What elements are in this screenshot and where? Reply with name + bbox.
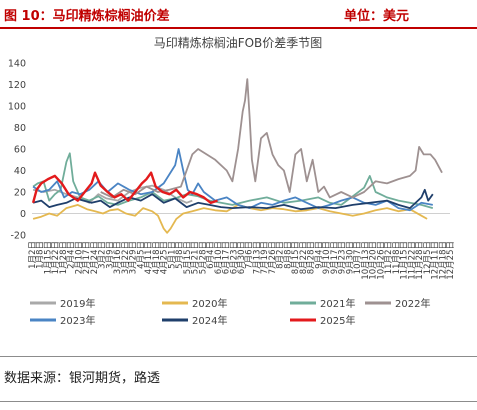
series-line-1: [32, 203, 428, 234]
x-tick-label: 2月10日: [74, 241, 84, 274]
header-divider: [0, 27, 477, 29]
x-axis: 1月2日1月8日1月15日1月22日1月28日2月4日2月10日2月17日2月2…: [28, 213, 456, 280]
x-tick-label: 5月28日: [198, 241, 208, 274]
x-tick-label: 5月21日: [191, 241, 201, 274]
y-axis: -20 0 20 40 60 80 100 120 140: [8, 59, 26, 242]
x-tick-label: 1月15日: [43, 241, 53, 274]
legend: 2019年 2020年 2021年 2022年 2023年 2024年 2025年: [30, 297, 430, 327]
chart-title: 马印精炼棕榈油FOB价差季节图: [154, 35, 323, 50]
seasonal-line-chart: 马印精炼棕榈油FOB价差季节图 -20 0 20 40 60 80 100 120 140 1月…: [8, 35, 456, 327]
data-source: 数据来源：银河期货，路透: [4, 371, 161, 386]
y-tick-label: 60: [14, 145, 26, 156]
x-tick-label: 3月16日: [113, 241, 123, 274]
x-tick-label: 11月28日: [415, 241, 425, 280]
plot-lines: [31, 78, 443, 234]
x-tick-label: 7月26日: [268, 241, 278, 274]
x-tick-label: 11月8日: [392, 241, 402, 274]
x-tick-label: 11月22日: [407, 241, 417, 280]
legend-label: 2020年: [192, 297, 227, 310]
x-tick-label: 2月4日: [67, 241, 77, 269]
x-tick-label: 7月6日: [245, 241, 255, 269]
x-tick-label: 1月2日: [28, 241, 38, 269]
x-tick-label: 8月8日: [283, 241, 293, 269]
x-tick-label: 4月5日: [136, 241, 146, 269]
unit-label: 单位：美元: [344, 9, 410, 24]
x-tick-label: 9月30日: [345, 241, 355, 274]
x-tick-label: 2月24日: [90, 241, 100, 274]
x-tick-label: 4月11日: [144, 241, 154, 274]
legend-label: 2025年: [320, 314, 355, 327]
x-tick-label: 4月18日: [152, 241, 162, 274]
figure-title: 图 10：马印精炼棕榈油价差: [4, 9, 170, 24]
y-tick-label: 100: [8, 102, 26, 113]
series-line-2: [32, 152, 434, 209]
x-tick-label: 8月28日: [307, 241, 317, 274]
legend-label: 2022年: [395, 297, 430, 310]
x-tick-label: 6月10日: [214, 241, 224, 274]
series-line-4: [32, 148, 433, 212]
x-tick-label: 11月15日: [400, 241, 410, 280]
x-tick-label: 12月25日: [446, 241, 456, 280]
y-tick-label: 80: [14, 123, 26, 134]
x-tick-label: 1月28日: [59, 241, 69, 274]
x-tick-label: 5月1日: [167, 241, 177, 269]
x-tick-label: 5月15日: [183, 241, 193, 274]
series-line-6: [31, 171, 218, 205]
y-tick-label: 40: [14, 166, 26, 177]
x-tick-label: 11月2日: [384, 241, 394, 274]
x-tick-label: 12月5日: [423, 241, 433, 274]
x-tick-label: 6月4日: [206, 241, 216, 269]
legend-label: 2024年: [192, 314, 227, 327]
x-tick-label: 8月22日: [299, 241, 309, 274]
x-tick-label: 1月8日: [36, 241, 46, 269]
y-tick-label: 120: [8, 80, 26, 91]
legend-label: 2019年: [60, 297, 95, 310]
series-line-3: [100, 78, 443, 199]
x-tick-label: 10月7日: [353, 241, 363, 274]
y-tick-label: 0: [20, 209, 26, 220]
x-tick-label: 6月17日: [222, 241, 232, 274]
x-tick-label: 4月25日: [160, 241, 170, 274]
x-tick-label: 10月26日: [376, 241, 386, 280]
x-tick-label: 7月13日: [252, 241, 262, 274]
y-tick-label: -20: [10, 231, 26, 242]
x-tick-label: 1月22日: [51, 241, 61, 274]
x-tick-label: 5月8日: [175, 241, 185, 269]
x-tick-label: 10月20日: [369, 241, 379, 280]
x-tick-label: 3月9日: [105, 241, 115, 269]
x-tick-label: 2月17日: [82, 241, 92, 274]
figure-header: 图 10：马印精炼棕榈油价差 单位：美元: [0, 0, 477, 26]
x-tick-label: 12月18日: [438, 241, 448, 280]
y-tick-label: 20: [14, 188, 26, 199]
x-tick-label: 3月2日: [98, 241, 108, 269]
x-tick-label: 8月2日: [276, 241, 286, 269]
x-tick-label: 9月10日: [322, 241, 332, 274]
x-tick-label: 6月23日: [229, 241, 239, 274]
x-tick-label: 3月29日: [129, 241, 139, 274]
x-tick-label: 3月22日: [121, 241, 131, 274]
footer-divider: [0, 356, 477, 357]
x-tick-label: 9月4日: [314, 241, 324, 269]
x-tick-label: 7月19日: [260, 241, 270, 274]
x-tick-label: 6月30日: [237, 241, 247, 274]
x-tick-label: 9月17日: [330, 241, 340, 274]
legend-label: 2021年: [320, 297, 355, 310]
series-line-5: [32, 188, 434, 211]
y-tick-label: 140: [8, 59, 26, 70]
x-tick-label: 8月15日: [291, 241, 301, 274]
x-tick-label: 10月13日: [361, 241, 371, 280]
legend-label: 2023年: [60, 314, 95, 327]
x-tick-label: 12月11日: [431, 241, 441, 280]
x-tick-label: 9月23日: [338, 241, 348, 274]
bottom-divider: [0, 401, 477, 402]
